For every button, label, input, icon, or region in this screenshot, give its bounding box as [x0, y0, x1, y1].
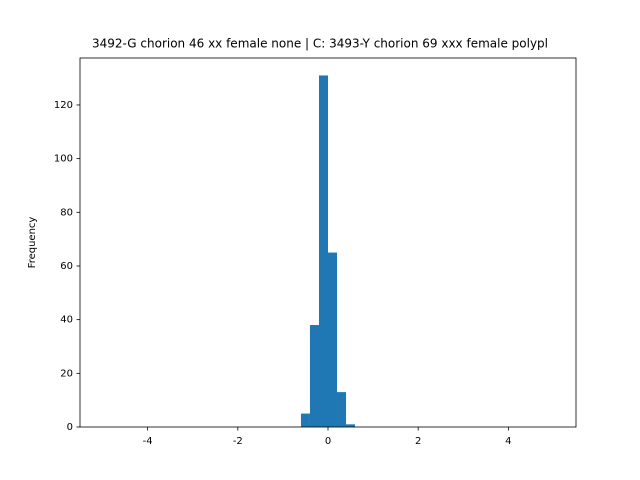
x-tick-label: 4	[505, 436, 511, 447]
y-axis-label: Frequency	[27, 217, 38, 269]
x-tick-label: -4	[143, 436, 153, 447]
x-tick-label: -2	[233, 436, 243, 447]
bar	[300, 413, 310, 427]
bar	[337, 392, 347, 427]
chart-title: 3492-G chorion 46 xx female none | C: 34…	[92, 37, 548, 51]
y-tick-label: 80	[60, 207, 73, 218]
y-tick-label: 60	[60, 261, 73, 272]
y-tick-label: 0	[67, 422, 73, 433]
bar	[346, 424, 356, 427]
y-tick-label: 20	[60, 368, 73, 379]
y-tick-label: 100	[54, 154, 73, 165]
y-tick-label: 120	[54, 100, 73, 111]
x-tick-label: 2	[415, 436, 421, 447]
bar	[309, 325, 319, 427]
y-tick-label: 40	[60, 315, 73, 326]
bar	[318, 75, 328, 427]
x-tick-label: 0	[325, 436, 331, 447]
bar	[328, 252, 338, 427]
